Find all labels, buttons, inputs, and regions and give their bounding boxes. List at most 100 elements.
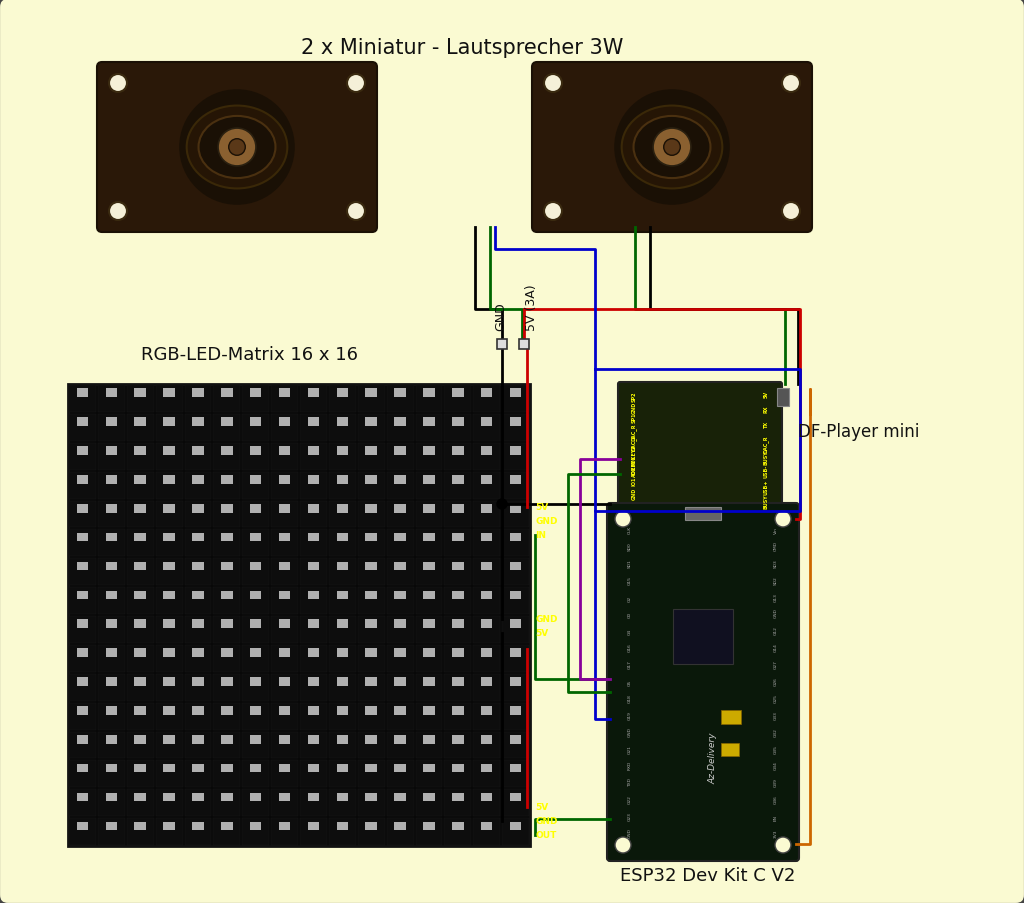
Bar [329,559,355,585]
Bar [250,476,261,484]
Bar [337,389,348,397]
Bar [481,476,493,484]
Text: RGB-LED-Matrix 16 x 16: RGB-LED-Matrix 16 x 16 [140,346,357,364]
Bar [423,505,435,513]
Bar [243,501,269,527]
Bar [357,645,385,672]
Bar [213,472,241,499]
Bar [105,562,117,571]
Bar [481,505,493,513]
Text: OUT: OUT [535,831,556,840]
Bar [307,764,319,773]
Bar [502,443,529,470]
Text: RXD: RXD [628,760,632,769]
Bar [127,472,154,499]
Bar [127,530,154,556]
Bar [134,533,146,542]
Bar [452,619,464,628]
Bar [307,505,319,513]
Bar [156,818,182,845]
Bar [271,789,298,816]
Bar [193,764,204,773]
Bar [279,822,291,830]
Bar [481,793,493,802]
Bar [156,443,182,470]
Bar [69,501,96,527]
Bar [271,818,298,845]
Bar [221,648,232,657]
Bar [502,703,529,730]
Text: 5V: 5V [535,803,548,812]
Bar [221,562,232,571]
Bar [213,588,241,614]
Bar [156,645,182,672]
Bar [452,677,464,686]
Bar [184,645,211,672]
Bar [357,617,385,643]
Text: GND: GND [535,816,557,825]
Bar [193,562,204,571]
Bar [98,760,125,787]
Circle shape [782,75,800,93]
Bar [416,703,442,730]
Bar [329,789,355,816]
Text: Az-Delivery: Az-Delivery [709,731,718,783]
Circle shape [109,203,127,220]
Bar [221,735,232,744]
Bar [98,472,125,499]
Bar [156,530,182,556]
Bar [184,559,211,585]
Bar [444,414,471,442]
Bar [221,591,232,600]
Bar [387,588,414,614]
Text: G16: G16 [628,643,632,651]
Bar [444,674,471,701]
Bar [394,591,406,600]
Bar [444,501,471,527]
Bar [271,674,298,701]
Bar [337,447,348,455]
Bar [105,735,117,744]
Bar [366,476,377,484]
Bar [387,674,414,701]
Text: ADKEY2: ADKEY2 [632,444,637,466]
Bar [271,617,298,643]
Bar [300,386,327,413]
Bar [184,617,211,643]
Bar [98,386,125,413]
Bar [416,818,442,845]
Bar [502,731,529,759]
Bar [221,533,232,542]
Bar [127,645,154,672]
Bar [300,472,327,499]
Bar [357,674,385,701]
Bar [271,645,298,672]
Bar [502,674,529,701]
Bar [163,447,175,455]
Bar [105,764,117,773]
Bar [184,386,211,413]
Bar [134,822,146,830]
Bar [213,731,241,759]
Bar [387,443,414,470]
Circle shape [775,837,791,853]
Circle shape [497,499,507,509]
Bar [307,822,319,830]
Bar [77,505,88,513]
Bar [416,617,442,643]
Bar [452,648,464,657]
Bar [271,731,298,759]
Bar [307,648,319,657]
Bar [213,443,241,470]
Bar [423,591,435,600]
Text: IN: IN [535,531,546,540]
Bar [329,703,355,730]
Bar [423,418,435,426]
Bar [329,588,355,614]
Bar [127,818,154,845]
Bar [193,677,204,686]
Bar [300,588,327,614]
Bar [481,447,493,455]
Text: 5V: 5V [764,391,768,397]
Bar [271,386,298,413]
